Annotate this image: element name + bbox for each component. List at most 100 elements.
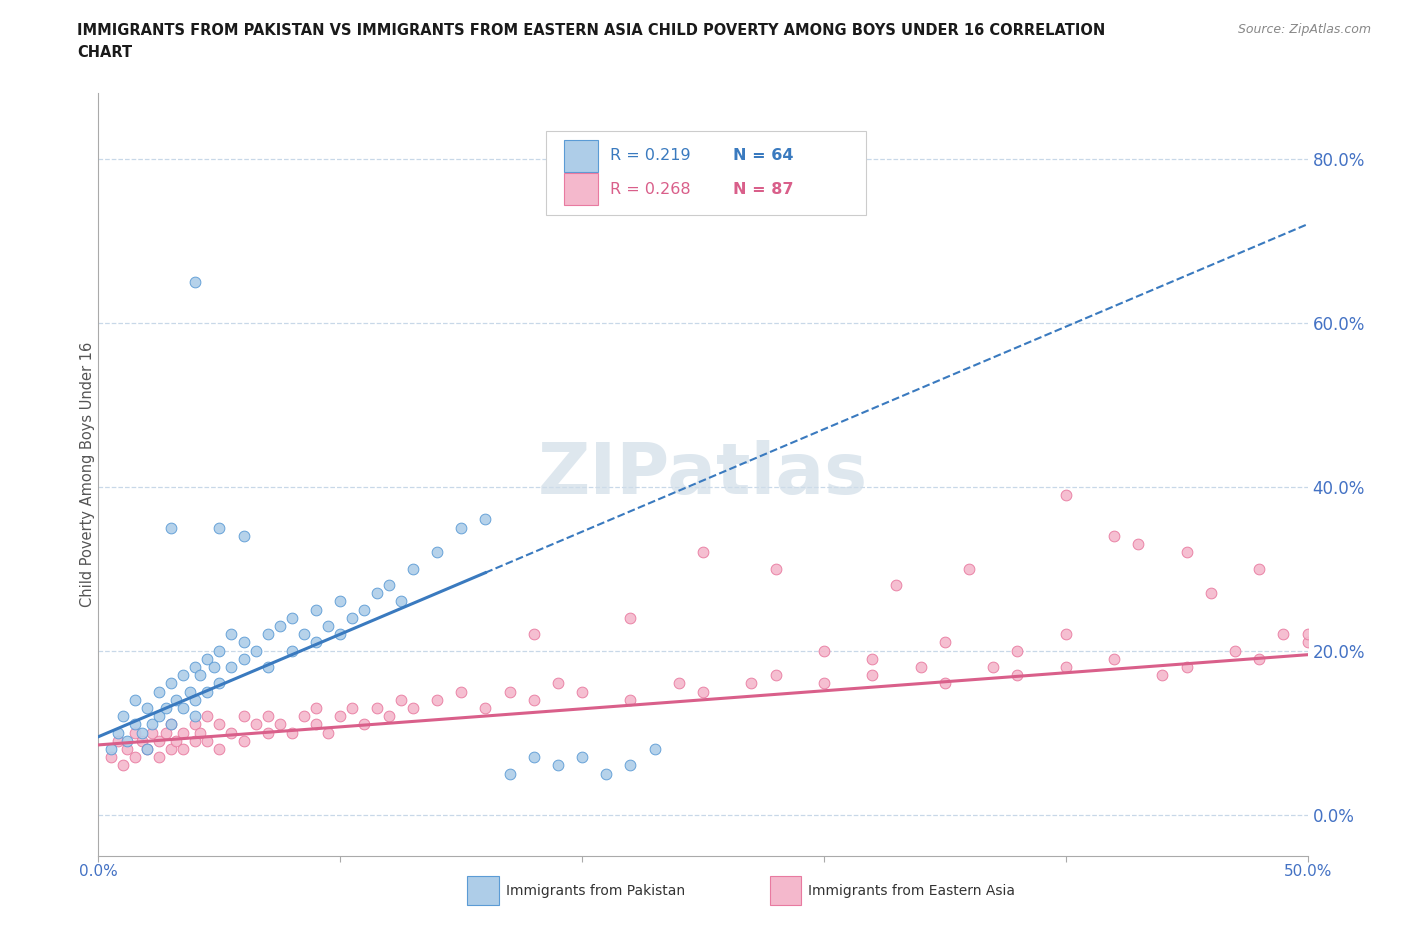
Bar	[769, 876, 801, 905]
Point	[256, 725, 278, 740]
Point	[316, 618, 339, 633]
Text: R = 0.219: R = 0.219	[610, 148, 690, 163]
Point	[1007, 644, 1029, 658]
Point	[765, 668, 787, 683]
Point	[450, 684, 472, 699]
Point	[1007, 668, 1029, 683]
Point	[1272, 627, 1295, 642]
Point	[160, 741, 183, 756]
Point	[305, 635, 328, 650]
Point	[184, 734, 207, 749]
Point	[232, 709, 254, 724]
Point	[155, 700, 177, 715]
Point	[619, 610, 641, 625]
Point	[256, 659, 278, 674]
Point	[389, 692, 412, 707]
Point	[135, 741, 157, 756]
Point	[148, 684, 170, 699]
Text: ZIPatlas: ZIPatlas	[538, 440, 868, 509]
Point	[172, 700, 194, 715]
Point	[141, 725, 163, 740]
Point	[155, 725, 177, 740]
Point	[1175, 659, 1198, 674]
Point	[221, 659, 243, 674]
Text: R = 0.268: R = 0.268	[610, 181, 690, 196]
Point	[353, 602, 375, 617]
Point	[1102, 651, 1125, 666]
Point	[305, 700, 328, 715]
Text: Immigrants from Pakistan: Immigrants from Pakistan	[506, 884, 685, 898]
Point	[644, 741, 666, 756]
Point	[232, 651, 254, 666]
Point	[402, 700, 425, 715]
Point	[668, 676, 690, 691]
Point	[1054, 627, 1077, 642]
Point	[107, 734, 129, 749]
Point	[1054, 487, 1077, 502]
Point	[111, 709, 134, 724]
Point	[245, 644, 267, 658]
Point	[165, 734, 187, 749]
Point	[619, 758, 641, 773]
Point	[184, 717, 207, 732]
Point	[188, 725, 211, 740]
Point	[1223, 644, 1246, 658]
Point	[148, 709, 170, 724]
Bar	[467, 876, 499, 905]
Point	[269, 717, 291, 732]
Point	[523, 627, 546, 642]
Point	[184, 659, 207, 674]
Point	[426, 545, 449, 560]
Text: N = 64: N = 64	[734, 148, 794, 163]
Point	[740, 676, 762, 691]
Point	[188, 668, 211, 683]
Text: 50.0%: 50.0%	[1284, 864, 1331, 879]
Point	[1296, 627, 1319, 642]
Point	[547, 676, 569, 691]
Point	[172, 668, 194, 683]
Point	[571, 750, 593, 764]
Point	[281, 610, 304, 625]
Point	[1249, 651, 1271, 666]
Point	[523, 692, 546, 707]
Point	[305, 717, 328, 732]
Point	[1296, 635, 1319, 650]
Point	[353, 717, 375, 732]
Point	[184, 274, 207, 289]
Point	[450, 520, 472, 535]
Point	[135, 741, 157, 756]
Bar	[564, 140, 598, 171]
Point	[107, 725, 129, 740]
Point	[934, 676, 956, 691]
Point	[813, 644, 835, 658]
Point	[957, 561, 980, 576]
Point	[124, 750, 146, 764]
Point	[269, 618, 291, 633]
Point	[232, 635, 254, 650]
Point	[208, 741, 231, 756]
Point	[1175, 545, 1198, 560]
Point	[111, 758, 134, 773]
Point	[245, 717, 267, 732]
Point	[329, 709, 352, 724]
Point	[148, 734, 170, 749]
Point	[281, 725, 304, 740]
Point	[1199, 586, 1222, 601]
Point	[131, 725, 153, 740]
Point	[377, 709, 399, 724]
Point	[305, 602, 328, 617]
Text: 0.0%: 0.0%	[79, 864, 118, 879]
Point	[366, 586, 388, 601]
Point	[195, 734, 218, 749]
Point	[595, 766, 617, 781]
Text: Source: ZipAtlas.com: Source: ZipAtlas.com	[1237, 23, 1371, 36]
Point	[100, 741, 122, 756]
Point	[474, 700, 496, 715]
Point	[160, 717, 183, 732]
Point	[1102, 528, 1125, 543]
Point	[934, 635, 956, 650]
Point	[474, 512, 496, 526]
Point	[195, 651, 218, 666]
Point	[232, 734, 254, 749]
Bar	[564, 173, 598, 206]
